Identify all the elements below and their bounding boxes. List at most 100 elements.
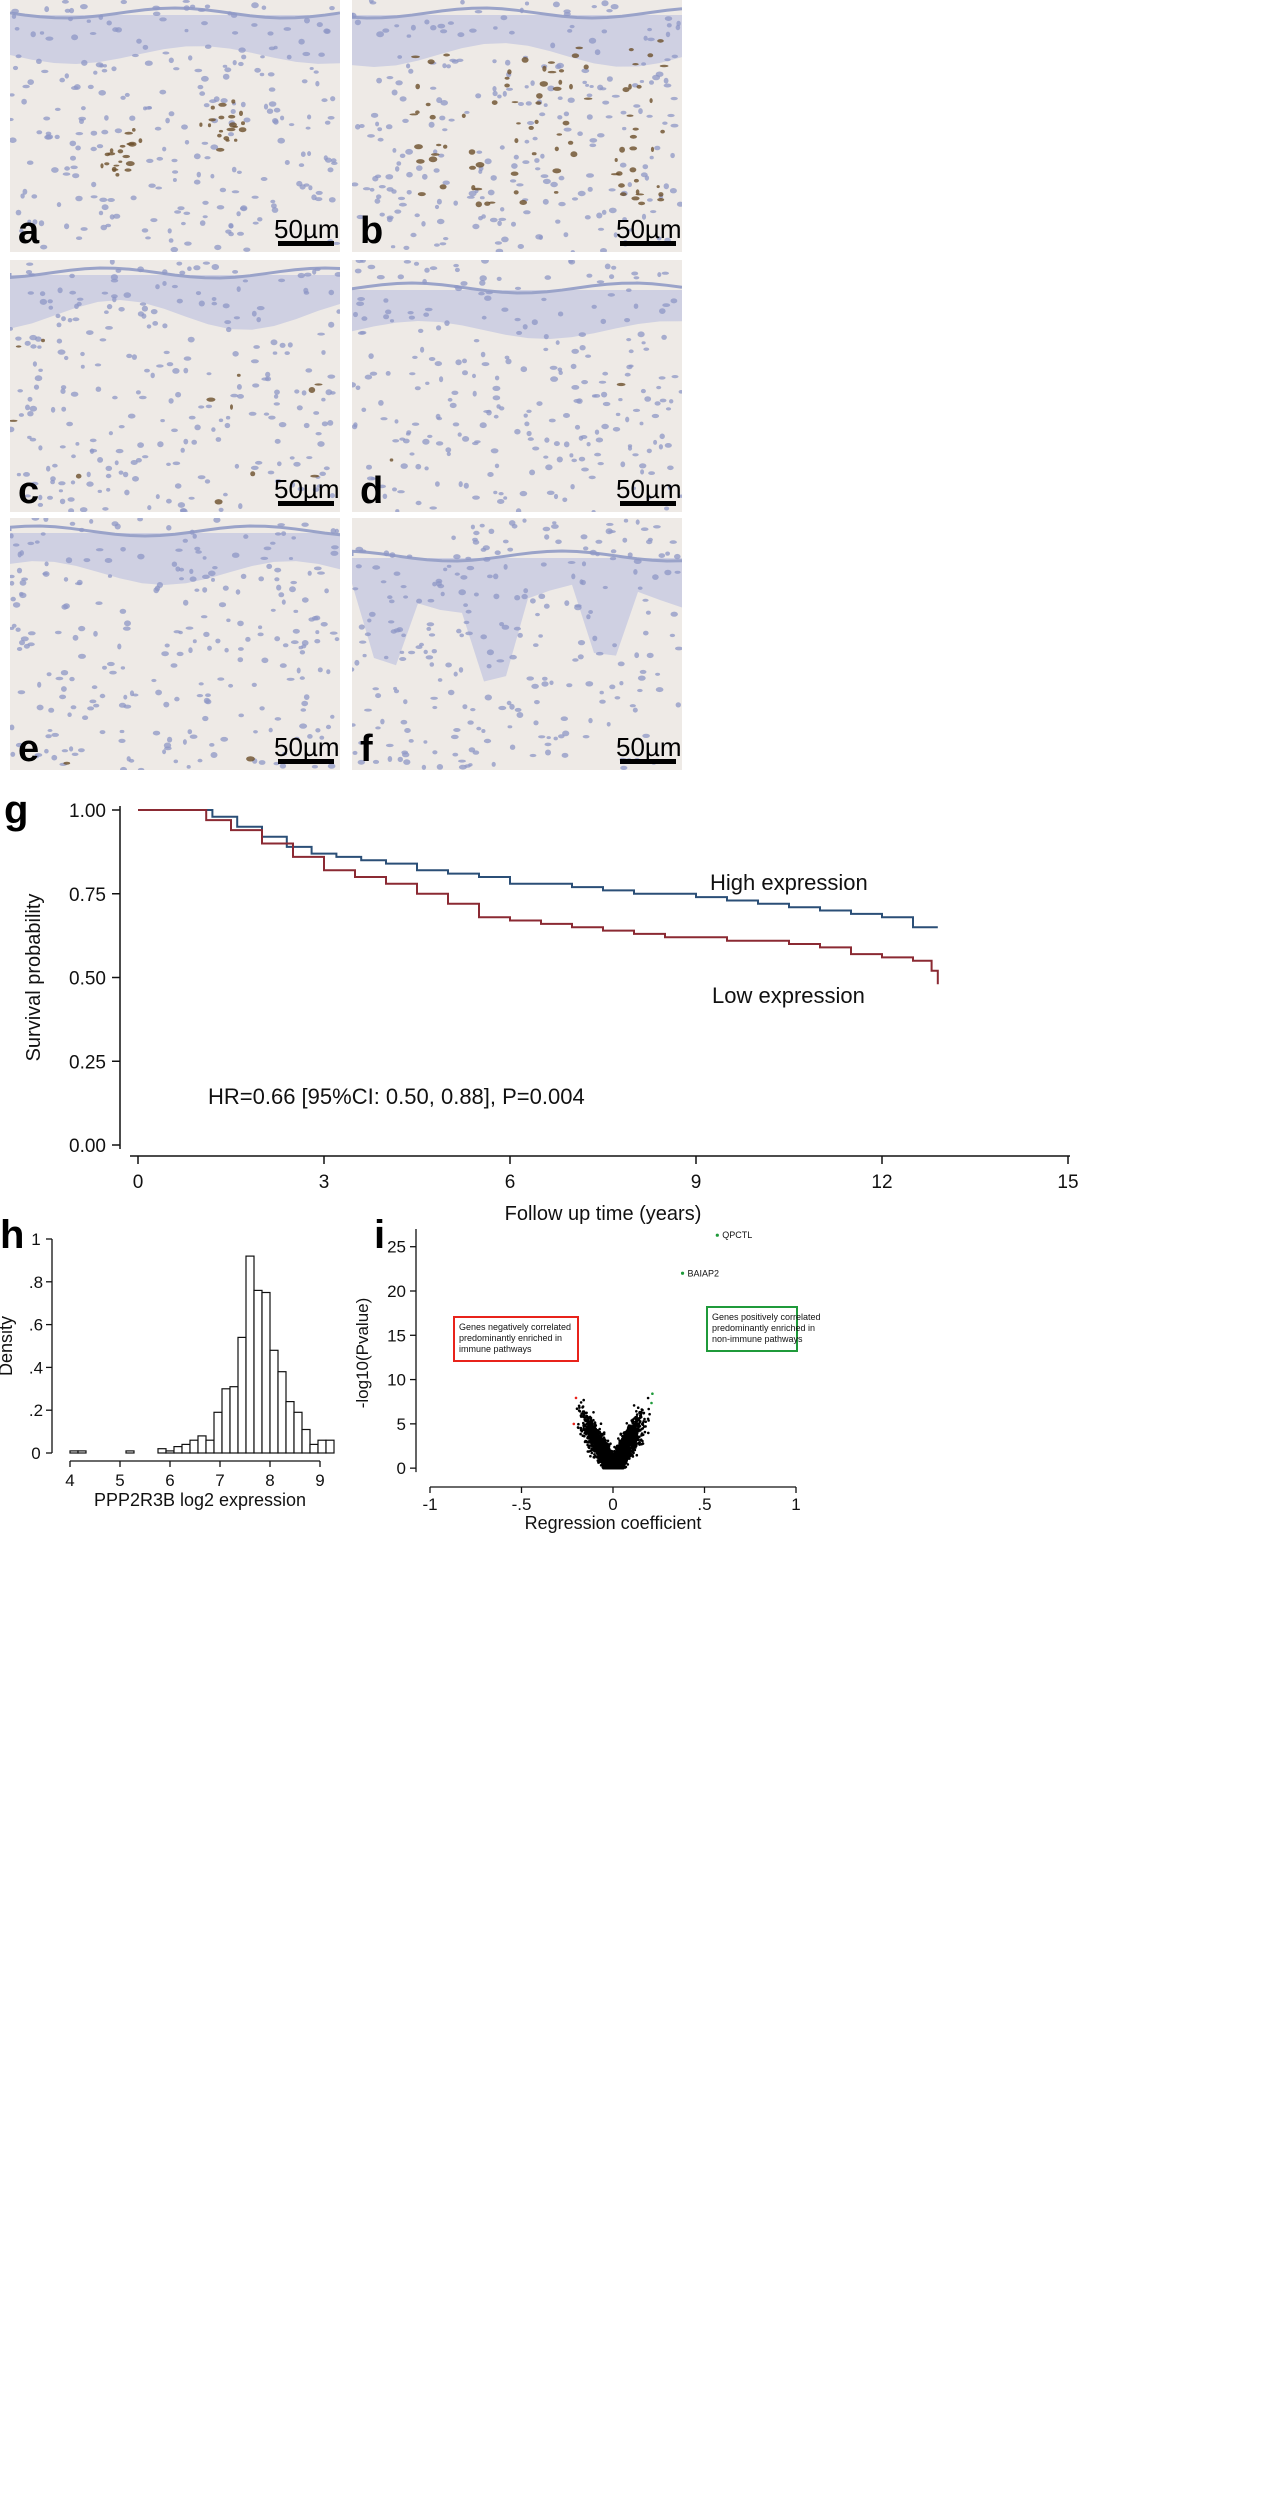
nucleus bbox=[427, 598, 435, 603]
nucleus bbox=[577, 640, 586, 646]
gene-point bbox=[581, 1406, 584, 1409]
nucleus bbox=[251, 310, 257, 317]
nucleus bbox=[328, 289, 335, 296]
nucleus bbox=[101, 68, 108, 73]
dab-stain bbox=[567, 140, 574, 145]
positive-correlation-box bbox=[706, 1306, 798, 1352]
nucleus bbox=[434, 361, 442, 367]
dab-stain bbox=[241, 121, 245, 126]
histology-panel-d: d 50µm bbox=[352, 260, 682, 512]
nucleus bbox=[383, 655, 389, 660]
nucleus bbox=[513, 154, 519, 160]
nucleus bbox=[632, 408, 641, 412]
nucleus bbox=[608, 188, 616, 192]
gene-point bbox=[601, 1446, 605, 1450]
gene-point bbox=[643, 1417, 646, 1421]
nucleus bbox=[659, 308, 666, 314]
nucleus bbox=[410, 232, 417, 238]
dab-stain bbox=[415, 83, 420, 90]
nucleus bbox=[529, 469, 536, 476]
gene-point bbox=[584, 1419, 587, 1423]
nucleus bbox=[253, 345, 260, 349]
nucleus bbox=[539, 112, 546, 117]
y-tick-label: 0 bbox=[397, 1459, 406, 1478]
dab-stain bbox=[113, 164, 120, 167]
nucleus bbox=[364, 632, 371, 637]
nucleus bbox=[624, 372, 631, 377]
nucleus bbox=[451, 390, 459, 395]
nucleus bbox=[362, 653, 367, 658]
nucleus bbox=[657, 272, 662, 278]
nucleus bbox=[589, 143, 597, 148]
nucleus bbox=[296, 180, 303, 187]
nucleus bbox=[378, 185, 386, 189]
nucleus bbox=[567, 561, 576, 564]
gene-point bbox=[607, 1466, 611, 1470]
nucleus bbox=[557, 311, 564, 317]
nucleus bbox=[315, 630, 320, 635]
nucleus bbox=[514, 707, 522, 712]
nucleus bbox=[362, 187, 371, 191]
nucleus bbox=[240, 205, 248, 212]
nucleus bbox=[639, 669, 647, 674]
nucleus bbox=[232, 31, 239, 35]
nucleus bbox=[65, 557, 73, 564]
nucleus bbox=[472, 539, 480, 545]
nucleus bbox=[48, 305, 54, 310]
nucleus bbox=[99, 730, 106, 735]
gene-point bbox=[628, 1457, 631, 1460]
nucleus bbox=[315, 190, 323, 195]
nucleus bbox=[452, 422, 460, 427]
dab-stain bbox=[619, 192, 627, 197]
nucleus bbox=[375, 693, 382, 699]
nucleus bbox=[184, 28, 189, 33]
nucleus bbox=[40, 532, 46, 536]
gene-point bbox=[600, 1459, 604, 1462]
nucleus bbox=[601, 423, 609, 430]
nucleus bbox=[173, 759, 179, 764]
nucleus bbox=[276, 584, 282, 591]
nucleus bbox=[258, 625, 263, 630]
nucleus bbox=[90, 130, 98, 136]
nucleus bbox=[526, 409, 532, 413]
x-tick-label: 6 bbox=[505, 1172, 516, 1193]
dab-stain bbox=[461, 113, 466, 119]
histology-panel-e: e 50µm bbox=[10, 518, 340, 770]
nucleus bbox=[354, 268, 362, 274]
nucleus bbox=[170, 663, 178, 668]
nucleus bbox=[591, 394, 597, 398]
gene-point bbox=[574, 1396, 578, 1400]
y-tick-label: 1.00 bbox=[69, 801, 106, 822]
nucleus bbox=[484, 694, 492, 701]
nucleus bbox=[402, 438, 410, 444]
nucleus bbox=[304, 17, 310, 24]
nucleus bbox=[458, 759, 466, 763]
nucleus bbox=[80, 351, 85, 357]
nucleus bbox=[267, 31, 274, 36]
nucleus bbox=[12, 543, 20, 547]
nucleus bbox=[54, 107, 61, 111]
gene-point bbox=[621, 1435, 625, 1438]
nucleus bbox=[355, 124, 361, 130]
nucleus bbox=[138, 395, 147, 400]
scale-label: 50µm bbox=[274, 474, 340, 504]
nucleus bbox=[109, 260, 115, 265]
gene-point bbox=[640, 1408, 644, 1411]
nucleus bbox=[270, 339, 278, 346]
nucleus bbox=[198, 682, 204, 686]
nucleus bbox=[38, 445, 43, 451]
nucleus bbox=[530, 80, 535, 86]
nucleus bbox=[186, 765, 191, 769]
nucleus bbox=[499, 406, 505, 411]
nucleus bbox=[463, 620, 470, 625]
nucleus bbox=[650, 210, 657, 214]
nucleus bbox=[500, 15, 508, 21]
nucleus bbox=[435, 481, 440, 487]
nucleus bbox=[420, 346, 425, 353]
nucleus bbox=[561, 752, 569, 758]
nucleus bbox=[453, 671, 458, 677]
nucleus bbox=[202, 574, 210, 579]
nucleus bbox=[514, 286, 522, 290]
nucleus bbox=[399, 153, 406, 158]
nucleus bbox=[71, 454, 76, 459]
